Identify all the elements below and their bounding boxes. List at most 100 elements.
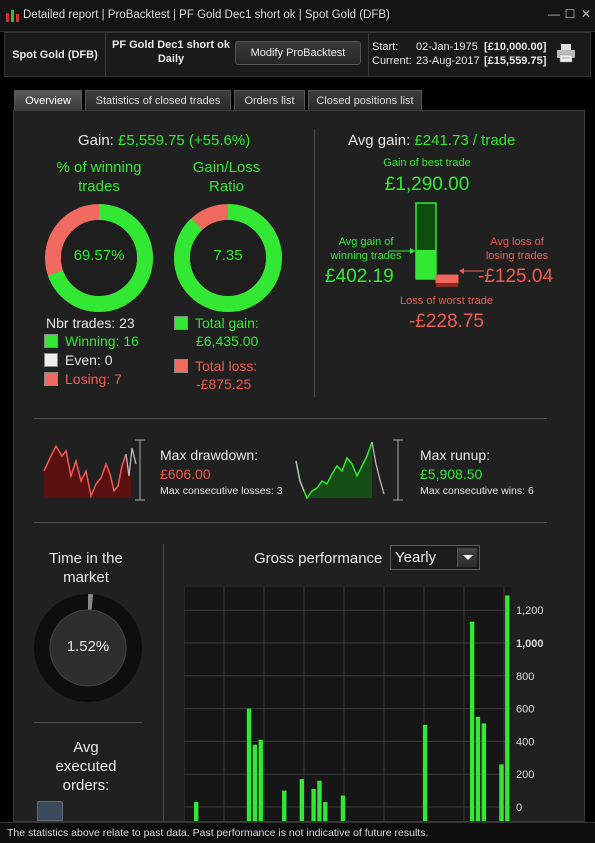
performance-bar — [481, 723, 487, 821]
current-label: Current: — [372, 55, 412, 67]
strategy-info: PF Gold Dec1 short ok Daily — [106, 38, 236, 66]
close-button[interactable]: ✕ — [580, 7, 592, 21]
avg-orders-line-3: orders: — [62, 777, 110, 794]
performance-bar — [422, 725, 428, 821]
performance-bar — [340, 795, 346, 821]
avg-win-value: £402.19 — [325, 266, 394, 287]
performance-bar — [499, 764, 504, 821]
best-trade-label: Gain of best trade — [383, 157, 471, 169]
start-label: Start: — [372, 41, 399, 53]
total-loss-label: Total loss: — [195, 358, 258, 374]
red-square-icon — [44, 372, 58, 386]
max-consec-losses: Max consecutive losses: 3 — [160, 485, 283, 497]
worst-trade-value: -£228.75 — [408, 311, 484, 332]
total-loss-value: -£875.25 — [196, 376, 252, 392]
strategy-period: Daily — [157, 53, 185, 65]
current-capital: [£15,559.75] — [484, 55, 547, 67]
y-tick-label: 0 — [516, 802, 522, 814]
drawdown-sparkline — [43, 439, 145, 501]
period-select-value: Yearly — [395, 549, 437, 566]
winning-trades-title: % of winning trades — [44, 158, 154, 196]
even-count-text: Even: 0 — [65, 352, 113, 368]
best-trade-value: £1,290.00 — [384, 174, 470, 195]
y-tick-label: 400 — [516, 736, 534, 748]
avg-gain: Avg gain: £241.73 / trade — [348, 132, 515, 149]
performance-bar — [252, 744, 258, 821]
performance-bar — [311, 788, 316, 821]
printer-icon[interactable] — [555, 43, 577, 63]
time-in-market-line-1: Time in the — [49, 550, 123, 567]
white-square-icon — [44, 353, 58, 367]
disclaimer-footer: The statistics above relate to past data… — [0, 822, 595, 843]
total-gain-label: Total gain: — [195, 315, 259, 331]
time-in-market-title: Time in the market — [34, 549, 138, 587]
performance-bar — [282, 790, 287, 821]
y-tick-label: 1,200 — [516, 605, 544, 617]
ratio-title-line-2: Ratio — [208, 178, 245, 195]
red-square-icon — [174, 359, 188, 373]
nbr-trades: Nbr trades: 23 — [46, 315, 135, 331]
minimize-button[interactable]: — — [548, 7, 560, 21]
performance-bar — [317, 780, 322, 821]
performance-bar — [505, 595, 510, 821]
overview-panel: Gain: £5,559.75 (+55.6%) % of winning tr… — [13, 110, 585, 822]
section-divider — [34, 418, 547, 419]
winning-title-line-1: % of winning — [56, 159, 142, 176]
worst-trade-label: Loss of worst trade — [400, 295, 493, 307]
maximize-button[interactable]: ☐ — [564, 7, 576, 21]
y-tick-label: 200 — [516, 769, 534, 781]
total-gain-value: £6,435.00 — [196, 333, 259, 349]
performance-bar — [258, 739, 263, 821]
y-tick-label: 1,000 — [516, 638, 544, 650]
ratio-title-line-1: Gain/Loss — [192, 159, 261, 176]
date-range: Start: 02-Jan-1975 [£10,000.00] Current: 23… — [372, 40, 546, 68]
performance-bar — [475, 716, 481, 821]
section-divider — [163, 544, 164, 821]
avg-trade-bars — [389, 202, 484, 287]
window-title: Detailed report | ProBacktest | PF Gold … — [23, 9, 390, 21]
instrument-name: Spot Gold (DFB) — [5, 33, 106, 76]
strategy-name: PF Gold Dec1 short ok — [112, 39, 230, 51]
avg-win-label: Avg gain of winning trades — [322, 235, 410, 263]
total-loss: Total loss: -£875.25 — [174, 357, 257, 393]
current-date: 23-Aug-2017 — [416, 55, 480, 67]
runup-sparkline — [295, 439, 403, 501]
time-in-market-line-2: market — [63, 569, 109, 586]
gain-label: Gain: — [78, 132, 114, 149]
green-square-icon — [174, 316, 188, 330]
performance-bar — [299, 779, 305, 821]
y-tick-label: 800 — [516, 671, 534, 683]
avg-loss-label: Avg loss of losing trades — [472, 235, 562, 263]
gross-performance-chart: 0 200 400 600 800 1,000 1,200 — [184, 587, 544, 821]
start-date: 02-Jan-1975 — [416, 41, 478, 53]
chevron-down-icon[interactable] — [457, 548, 477, 567]
header-divider — [368, 33, 369, 76]
avg-win-label-line-1: Avg gain of — [338, 236, 394, 248]
avg-loss-label-line-2: losing trades — [485, 250, 549, 262]
winning-pct-value: 69.57% — [73, 247, 125, 264]
tab-closed-positions[interactable]: Closed positions list — [308, 90, 422, 110]
section-divider — [34, 522, 547, 523]
max-consec-wins: Max consecutive wins: 6 — [420, 485, 534, 497]
performance-bar — [246, 708, 252, 821]
avg-gain-value: £241.73 / trade — [414, 132, 516, 149]
losing-count: Losing: 7 — [44, 371, 122, 387]
tab-orders-list[interactable]: Orders list — [234, 90, 305, 110]
avg-orders-line-2: executed — [55, 758, 117, 775]
even-count: Even: 0 — [44, 352, 112, 368]
losing-count-text: Losing: 7 — [65, 371, 122, 387]
avg-win-label-line-2: winning trades — [330, 250, 402, 262]
tab-overview[interactable]: Overview — [14, 90, 82, 110]
report-header: Spot Gold (DFB) PF Gold Dec1 short ok Da… — [4, 32, 591, 77]
section-divider — [314, 129, 315, 397]
period-select[interactable]: Yearly — [390, 545, 480, 570]
ratio-donut — [174, 204, 282, 312]
ratio-title: Gain/Loss Ratio — [174, 158, 279, 196]
avg-orders-line-1: Avg — [73, 739, 99, 756]
modify-probacktest-button[interactable]: Modify ProBacktest — [235, 41, 361, 65]
start-capital: [£10,000.00] — [484, 41, 547, 53]
performance-bar — [194, 802, 199, 821]
chart-app-icon — [6, 10, 19, 22]
tab-statistics[interactable]: Statistics of closed trades — [85, 90, 231, 110]
section-divider — [34, 722, 142, 723]
